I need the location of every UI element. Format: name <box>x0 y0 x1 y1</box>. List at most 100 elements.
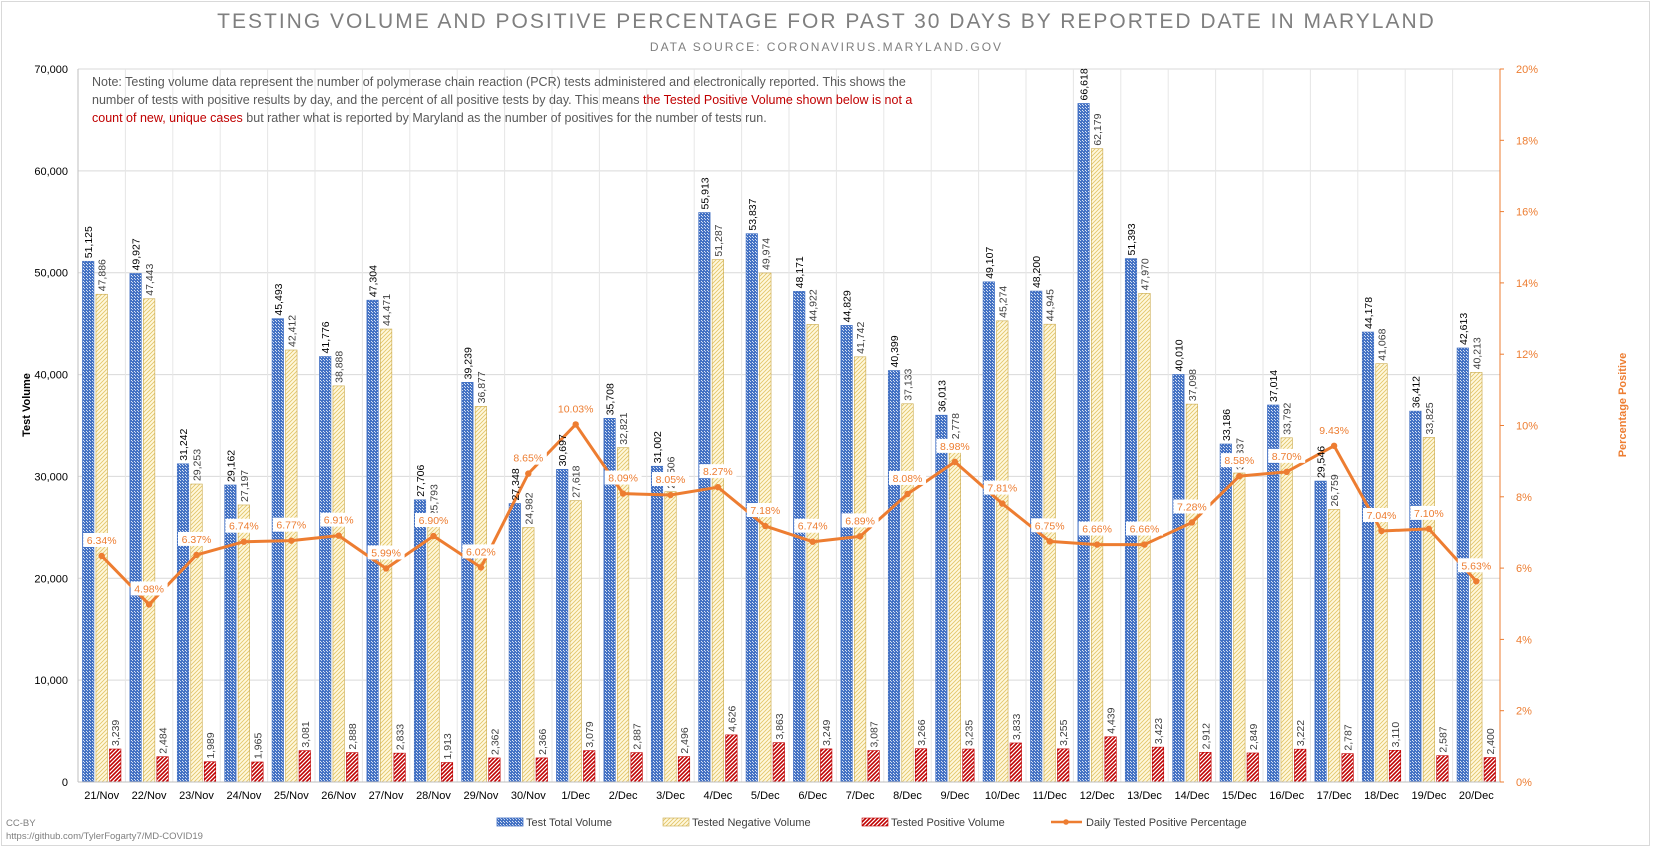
x-tick-label: 22/Nov <box>132 790 167 802</box>
percentage-label-bg <box>1078 521 1116 536</box>
bar-negative <box>1185 403 1198 783</box>
bar-positive <box>725 734 738 783</box>
percentage-label: 6.02% <box>466 546 496 558</box>
bar-total <box>271 318 284 783</box>
x-tick-label: 23/Nov <box>179 790 214 802</box>
label-positive: 1,965 <box>252 733 264 759</box>
bar-negative <box>1375 363 1388 783</box>
percentage-marker <box>572 421 579 428</box>
y-right-tick-label: 10% <box>1516 421 1538 433</box>
percentage-polyline <box>100 422 1478 606</box>
x-tick-label: 27/Nov <box>369 790 404 802</box>
percentage-marker <box>430 532 437 540</box>
y-tick-label: 20,000 <box>34 573 68 585</box>
label-negative: 32,821 <box>618 412 630 444</box>
bar-positive <box>1009 742 1022 783</box>
bar-positive <box>677 756 691 783</box>
bar-negative <box>1422 437 1435 783</box>
bar-total <box>508 503 521 783</box>
label-positive: 3,249 <box>821 719 833 745</box>
label-total: 42,613 <box>1458 313 1470 345</box>
label-positive: 3,255 <box>1058 719 1070 745</box>
label-positive: 4,626 <box>726 705 738 731</box>
percentage-marker <box>999 500 1006 507</box>
x-tick-label: 8/Dec <box>893 790 922 802</box>
bar-total <box>319 356 332 783</box>
bar-series <box>82 103 1496 783</box>
bar-positive <box>1388 750 1402 783</box>
percentage-label-bg <box>178 531 215 546</box>
bar-positive <box>251 761 264 783</box>
percentage-label-bg <box>936 438 974 453</box>
percentage-marker <box>335 532 342 539</box>
bar-total <box>366 299 379 783</box>
x-tick-label: 14/Dec <box>1174 790 1209 802</box>
label-total: 40,010 <box>1173 339 1185 371</box>
label-positive: 2,484 <box>158 727 170 753</box>
bar-negative <box>237 504 250 783</box>
y-right-tick-label: 6% <box>1516 563 1532 575</box>
percentage-marker <box>477 564 485 571</box>
legend-swatch-positive <box>861 817 889 827</box>
label-total: 33,186 <box>1221 409 1233 441</box>
x-tick-label: 25/Nov <box>274 790 309 802</box>
percentage-marker <box>1330 442 1338 450</box>
license-text: CC-BY <box>6 818 36 829</box>
bar-positive <box>820 748 833 783</box>
percentage-marker <box>193 551 200 559</box>
y-tick-label: 10,000 <box>34 675 68 687</box>
percentage-label: 6.34% <box>87 535 117 547</box>
legend-label-positive: Tested Positive Volume <box>891 817 1005 829</box>
bar-negative <box>427 518 440 783</box>
percentage-label-bg <box>1363 508 1400 523</box>
label-positive: 2,366 <box>537 728 549 754</box>
label-positive: 3,423 <box>1153 718 1165 744</box>
label-negative: 44,922 <box>808 289 820 321</box>
label-positive: 3,833 <box>1011 714 1023 740</box>
percentage-label: 7.10% <box>1414 508 1444 520</box>
label-negative: 51,287 <box>713 224 725 256</box>
bar-negative <box>1138 293 1151 783</box>
legend-label-negative: Tested Negative Volume <box>692 817 811 829</box>
label-positive: 2,888 <box>347 723 359 749</box>
bar-positive <box>914 748 928 783</box>
percentage-label-bg <box>462 544 500 559</box>
bar-total <box>176 463 190 783</box>
label-total: 31,002 <box>652 431 664 463</box>
label-total: 36,412 <box>1410 376 1422 408</box>
bar-total <box>1077 103 1090 783</box>
percentage-label: 7.18% <box>750 505 780 517</box>
percentage-marker <box>1188 519 1196 526</box>
bar-negative <box>332 385 345 783</box>
bar-total <box>82 260 95 783</box>
bar-positive <box>203 761 217 783</box>
y-right-tick-label: 12% <box>1516 349 1538 361</box>
percentage-label: 6.66% <box>1130 524 1160 536</box>
x-tick-label: 7/Dec <box>846 790 875 802</box>
bar-positive <box>962 748 975 783</box>
bar-positive <box>630 752 643 783</box>
percentage-label: 8.98% <box>940 441 970 453</box>
bar-negative <box>474 406 487 783</box>
percentage-marker <box>525 470 532 477</box>
bar-negative <box>948 447 961 783</box>
label-total: 39,239 <box>462 347 474 379</box>
percentage-marker <box>1378 527 1385 535</box>
bar-positive <box>298 750 311 783</box>
bar-total <box>556 469 569 783</box>
label-positive: 2,496 <box>679 727 691 753</box>
percentage-label: 4.98% <box>134 583 164 595</box>
percentage-marker <box>1141 541 1148 548</box>
bar-positive <box>156 756 169 783</box>
credit: CC-BY https://github.com/TylerFogarty7/M… <box>6 817 203 843</box>
label-total: 49,107 <box>984 247 996 279</box>
label-total: 29,162 <box>225 450 237 482</box>
percentage-marker <box>762 522 769 530</box>
x-tick-label: 3/Dec <box>656 790 685 802</box>
percentage-label: 6.75% <box>1035 520 1065 532</box>
label-negative: 47,886 <box>97 259 109 291</box>
bar-negative <box>901 403 914 783</box>
bar-negative <box>522 527 535 783</box>
percentage-label-bg <box>225 518 263 533</box>
y-right-tick-label: 0% <box>1516 777 1532 789</box>
